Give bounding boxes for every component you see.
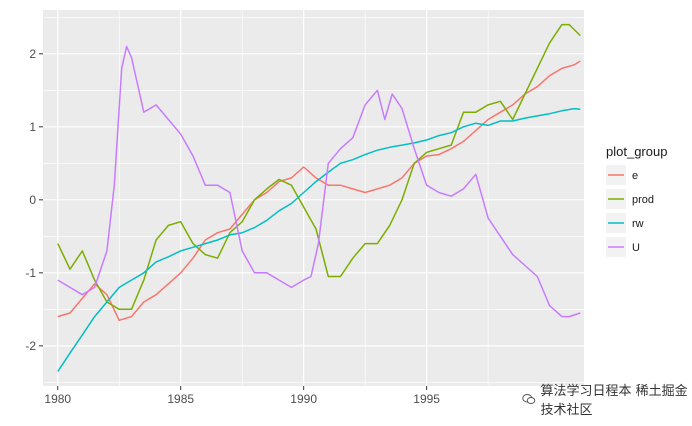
watermark-text: 算法学习日程本 稀土掘金技术社区	[540, 384, 688, 418]
legend-label-e: e	[632, 170, 638, 182]
x-tick-label: 1990	[290, 392, 317, 406]
legend-label-U: U	[632, 242, 640, 254]
y-tick-label: 0	[29, 193, 36, 207]
wechat-icon	[522, 394, 536, 404]
y-tick-label: 1	[29, 120, 36, 134]
legend-label-rw: rw	[632, 218, 644, 230]
axis-labels: 1980 1985 1990 1995 -2 -1 0 1 2	[25, 47, 440, 406]
x-tick-label: 1980	[44, 392, 71, 406]
x-tick-label: 1995	[413, 392, 440, 406]
legend: plot_group e prod rw U	[606, 144, 667, 257]
plot-panel	[43, 10, 584, 386]
y-tick-label: -2	[25, 339, 36, 353]
series-line-e	[57, 60, 581, 322]
series-line-U	[57, 45, 581, 318]
x-tick-label: 1985	[167, 392, 194, 406]
y-tick-label: -1	[25, 266, 36, 280]
series-lines	[57, 23, 581, 372]
legend-title: plot_group	[606, 144, 667, 159]
legend-label-prod: prod	[632, 194, 654, 206]
series-line-prod	[57, 23, 581, 311]
watermark: 算法学习日程本 稀土掘金技术社区	[522, 384, 690, 418]
grid-lines	[43, 10, 584, 386]
series-line-rw	[57, 107, 581, 372]
y-tick-label: 2	[29, 47, 36, 61]
